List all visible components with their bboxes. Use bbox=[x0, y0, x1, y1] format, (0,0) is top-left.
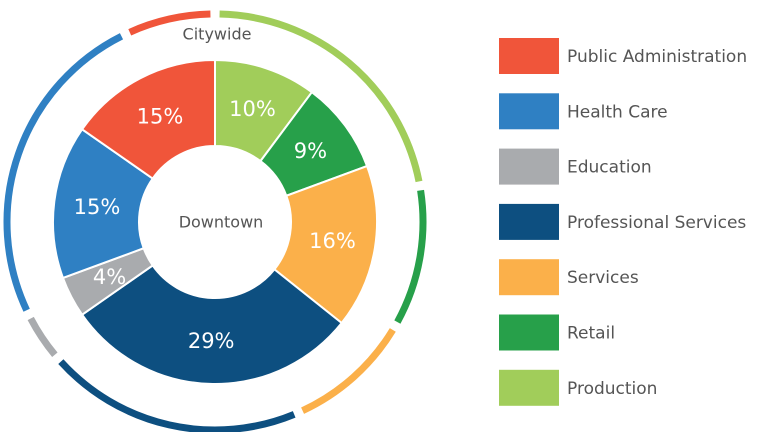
rings: 10% 9% 16% 29% 4% 15% 15% Public Administration… bbox=[3, 10, 747, 432]
segment-label: 10% bbox=[229, 97, 276, 121]
inner-segment bbox=[273, 164, 378, 325]
legend-swatch bbox=[499, 93, 559, 130]
outer-arc bbox=[394, 189, 427, 324]
legend-label: Public Administration bbox=[567, 47, 747, 67]
segment-label: 16% bbox=[309, 229, 356, 253]
outer-arc bbox=[27, 316, 58, 357]
legend-label: Production bbox=[567, 379, 657, 399]
legend-swatch bbox=[499, 203, 559, 240]
segment-label: 15% bbox=[74, 195, 121, 219]
outer-arc bbox=[301, 328, 396, 414]
inner-segment bbox=[80, 264, 344, 385]
outer-ring-name: Citywide bbox=[183, 25, 252, 44]
legend-swatch bbox=[499, 259, 559, 296]
legend-swatch bbox=[499, 38, 559, 74]
outer-arc bbox=[58, 359, 296, 432]
legend-label: Services bbox=[567, 268, 639, 288]
segment-label: 4% bbox=[93, 265, 126, 289]
outer-arc bbox=[128, 10, 211, 36]
outer-arc bbox=[219, 10, 423, 183]
segment-label: 15% bbox=[137, 104, 184, 128]
legend-swatch bbox=[499, 369, 559, 406]
inner-segment bbox=[80, 58, 216, 180]
legend-label: Health Care bbox=[567, 102, 668, 122]
legend-label: Retail bbox=[567, 324, 615, 344]
legend-label: Education bbox=[567, 158, 652, 178]
legend-label: Professional Services bbox=[567, 213, 746, 233]
segment-label: 9% bbox=[294, 139, 327, 163]
outer-arc bbox=[3, 33, 124, 312]
segment-label: 29% bbox=[188, 329, 235, 353]
legend-swatch bbox=[499, 314, 559, 351]
legend-swatch bbox=[499, 148, 559, 185]
inner-ring-name: Downtown bbox=[179, 213, 264, 232]
